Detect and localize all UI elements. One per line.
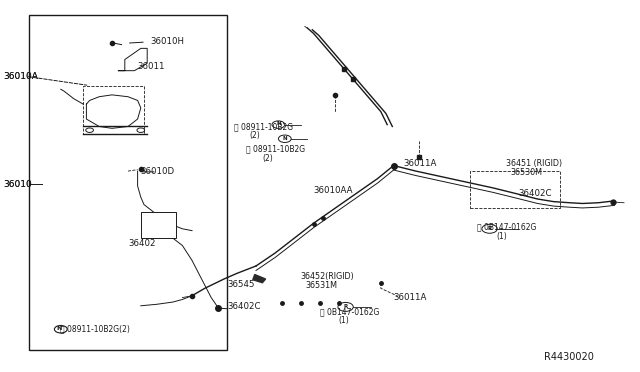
Text: ⓓ 08911-10B2G: ⓓ 08911-10B2G	[234, 122, 292, 131]
Text: 36452(RIGID): 36452(RIGID)	[301, 272, 355, 280]
Text: Ⓡ 0B147-0162G: Ⓡ 0B147-0162G	[320, 307, 380, 316]
Text: 36011A: 36011A	[394, 293, 427, 302]
Text: (1): (1)	[496, 232, 507, 241]
FancyBboxPatch shape	[29, 15, 227, 350]
Text: Ⓡ 0B147-0162G: Ⓡ 0B147-0162G	[477, 222, 536, 231]
Text: ⓓ 08911-10B2G(2): ⓓ 08911-10B2G(2)	[60, 325, 129, 334]
Text: R: R	[344, 304, 348, 309]
Text: 36451 (RIGID): 36451 (RIGID)	[506, 159, 562, 168]
Text: 36010: 36010	[3, 180, 32, 189]
Polygon shape	[253, 275, 266, 283]
Text: (2): (2)	[250, 131, 260, 140]
Text: 36010A: 36010A	[3, 72, 38, 81]
FancyBboxPatch shape	[141, 212, 176, 238]
Text: 36402C: 36402C	[518, 189, 552, 198]
Text: 36545: 36545	[227, 280, 255, 289]
Text: 36010D: 36010D	[141, 167, 175, 176]
Text: 36531M: 36531M	[306, 281, 338, 290]
Text: 36011A: 36011A	[403, 159, 436, 168]
Text: N: N	[276, 121, 281, 126]
Text: 36402C: 36402C	[228, 302, 261, 311]
Text: ⓓ 08911-10B2G: ⓓ 08911-10B2G	[246, 144, 305, 153]
Text: (1): (1)	[338, 316, 349, 325]
Text: 36010AA: 36010AA	[314, 186, 353, 195]
Text: N: N	[282, 135, 287, 141]
Text: N: N	[57, 326, 62, 331]
Text: R4430020: R4430020	[544, 352, 594, 362]
Text: R: R	[488, 225, 492, 231]
Text: 36010: 36010	[3, 180, 32, 189]
Text: (2): (2)	[262, 154, 273, 163]
Text: 36402: 36402	[128, 239, 156, 248]
Text: 36011: 36011	[138, 62, 165, 71]
Text: 36010H: 36010H	[150, 37, 184, 46]
Text: 36010A: 36010A	[3, 72, 38, 81]
Text: 36530M: 36530M	[510, 169, 542, 177]
